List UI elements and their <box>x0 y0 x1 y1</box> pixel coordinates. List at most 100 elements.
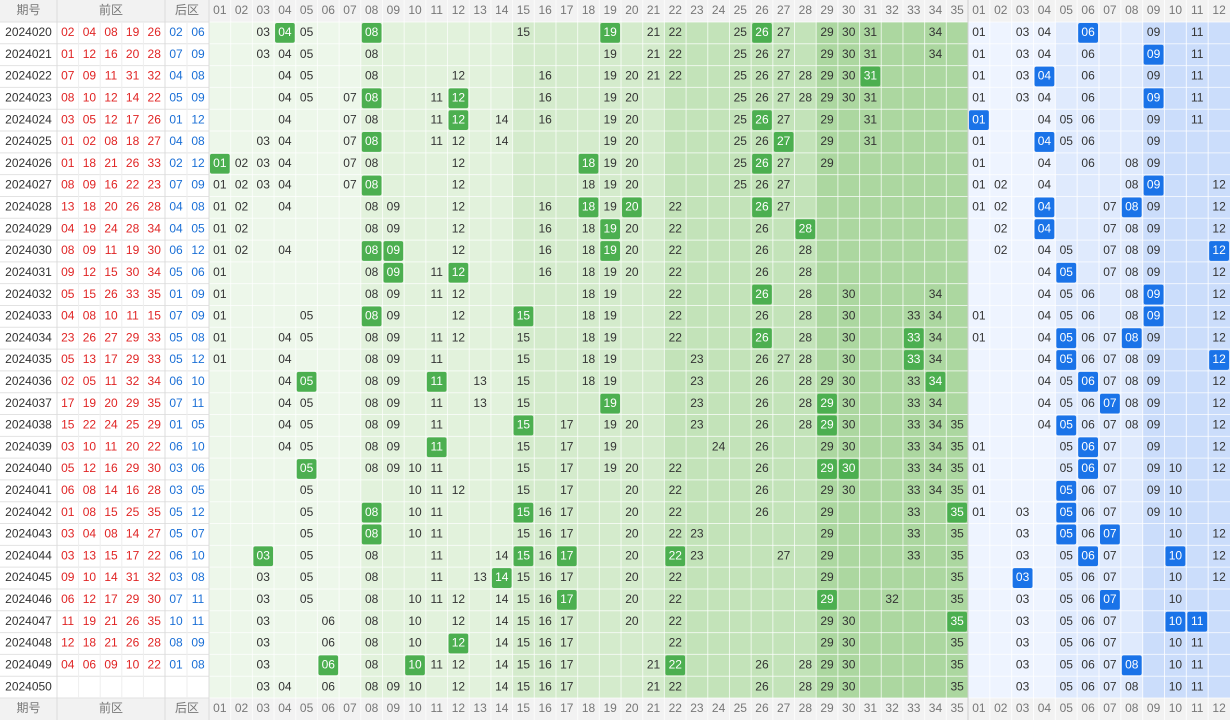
front-trend-cell: 22 <box>669 47 683 61</box>
front-trend-cell: 17 <box>560 505 574 519</box>
back-trend-hit <box>1034 66 1055 87</box>
front-trend-cell: 16 <box>538 243 552 257</box>
front-trend-cell: 13 <box>473 374 487 388</box>
front-trend-cell: 01 <box>213 156 227 170</box>
front-trend-cell: 04 <box>278 439 292 453</box>
back-trend-cell: 06 <box>1081 614 1095 628</box>
front-number: 28 <box>148 200 162 214</box>
header-front-col: 02 <box>235 3 249 17</box>
front-trend-cell: 01 <box>213 200 227 214</box>
front-trend-cell: 30 <box>842 47 856 61</box>
front-trend-cell: 27 <box>777 134 791 148</box>
back-number: 12 <box>191 352 205 366</box>
front-trend-cell: 04 <box>278 25 292 39</box>
front-number: 06 <box>61 483 75 497</box>
back-number: 05 <box>169 527 183 541</box>
front-trend-cell: 22 <box>669 330 683 344</box>
back-trend-cell: 04 <box>1038 243 1052 257</box>
header-front-col: 03 <box>257 3 271 17</box>
front-number: 05 <box>61 287 75 301</box>
front-trend-cell: 16 <box>538 548 552 562</box>
front-trend-cell: 06 <box>322 614 336 628</box>
back-number: 08 <box>169 636 183 650</box>
front-trend-hit <box>752 23 772 43</box>
front-trend-cell: 03 <box>257 614 271 628</box>
front-trend-hit <box>513 546 534 567</box>
back-trend-cell: 07 <box>1103 352 1117 366</box>
front-number: 01 <box>61 505 75 519</box>
front-trend-cell: 22 <box>669 505 683 519</box>
back-trend-cell: 05 <box>1060 265 1074 279</box>
front-trend-cell: 01 <box>213 309 227 323</box>
back-trend-cell: 09 <box>1147 221 1161 235</box>
back-number: 09 <box>191 636 205 650</box>
front-trend-cell: 10 <box>408 461 422 475</box>
back-trend-cell: 08 <box>1125 679 1139 693</box>
front-trend-cell: 30 <box>842 25 856 39</box>
front-number: 28 <box>148 47 162 61</box>
header-back-col: 06 <box>1081 3 1095 17</box>
front-trend-cell: 08 <box>365 221 379 235</box>
front-trend-cell: 02 <box>235 221 249 235</box>
front-trend-cell: 03 <box>257 636 271 650</box>
front-trend-cell: 08 <box>365 439 379 453</box>
front-trend-cell: 22 <box>669 461 683 475</box>
front-trend-cell: 15 <box>517 679 531 693</box>
issue: 2024022 <box>5 69 52 83</box>
front-trend-cell: 34 <box>929 330 943 344</box>
back-trend-cell: 01 <box>972 69 986 83</box>
issue: 2024035 <box>5 352 52 366</box>
front-trend-cell: 11 <box>430 570 443 584</box>
back-number: 01 <box>169 287 183 301</box>
front-trend-cell: 08 <box>365 287 379 301</box>
front-number: 29 <box>126 330 140 344</box>
footer-front-col: 07 <box>343 701 357 715</box>
back-trend-cell: 04 <box>1038 352 1052 366</box>
front-trend-cell: 29 <box>820 396 834 410</box>
front-trend-cell: 04 <box>278 330 292 344</box>
back-number: 05 <box>169 265 183 279</box>
back-trend-cell: 12 <box>1212 396 1226 410</box>
front-trend-cell: 08 <box>365 90 379 104</box>
front-trend-cell: 35 <box>950 657 964 671</box>
front-trend-cell: 08 <box>365 374 379 388</box>
front-number: 35 <box>148 396 162 410</box>
front-trend-cell: 09 <box>387 287 401 301</box>
front-trend-cell: 09 <box>387 309 401 323</box>
front-trend-cell: 26 <box>755 657 769 671</box>
front-trend-cell: 26 <box>755 330 769 344</box>
front-trend-cell: 20 <box>625 69 639 83</box>
front-number: 19 <box>83 396 97 410</box>
header-front-col: 01 <box>213 3 227 17</box>
front-trend-cell: 22 <box>669 679 683 693</box>
front-col-bg <box>469 22 492 698</box>
header-back: 后区 <box>175 3 199 17</box>
front-trend-cell: 20 <box>625 243 639 257</box>
front-trend-cell: 16 <box>538 221 552 235</box>
front-trend-cell: 11 <box>430 461 443 475</box>
front-trend-cell: 04 <box>278 178 292 192</box>
front-number: 22 <box>148 657 162 671</box>
front-number: 12 <box>83 47 97 61</box>
front-trend-cell: 26 <box>755 309 769 323</box>
back-trend-hit <box>969 110 989 131</box>
footer-back-col: 04 <box>1038 701 1052 715</box>
back-number: 06 <box>191 265 205 279</box>
back-number: 08 <box>191 657 205 671</box>
back-trend-cell: 11 <box>1191 47 1204 61</box>
front-trend-cell: 18 <box>582 309 596 323</box>
back-number: 07 <box>169 47 183 61</box>
front-trend-hit <box>838 459 859 479</box>
front-trend-cell: 27 <box>777 548 791 562</box>
front-trend-hit <box>578 153 599 174</box>
front-trend-cell: 12 <box>452 178 466 192</box>
front-trend-hit <box>361 241 382 261</box>
front-trend-cell: 12 <box>452 134 466 148</box>
front-trend-hit <box>817 589 837 610</box>
back-number: 05 <box>191 418 205 432</box>
back-trend-cell: 04 <box>1038 25 1052 39</box>
front-number: 01 <box>61 156 75 170</box>
front-trend-cell: 30 <box>842 418 856 432</box>
footer-back-col: 03 <box>1016 701 1030 715</box>
front-trend-cell: 01 <box>213 352 227 366</box>
